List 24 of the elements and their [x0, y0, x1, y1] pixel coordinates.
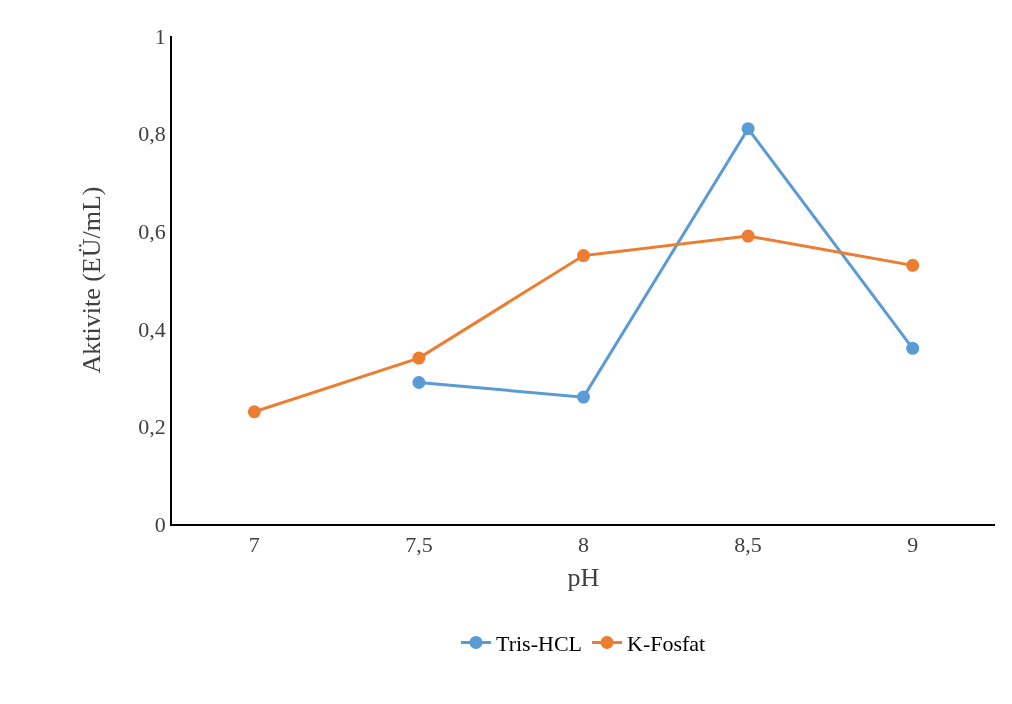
y-tick-label: 0,8 [138, 121, 166, 147]
point [906, 341, 920, 355]
point [741, 122, 755, 136]
y-tick-label: 0,2 [138, 414, 166, 440]
y-tick-label: 1 [154, 23, 166, 49]
x-tick-label: 9 [907, 532, 919, 558]
point [247, 405, 261, 419]
point [577, 390, 590, 404]
y-tick-label: 0,4 [138, 316, 166, 342]
point [906, 258, 920, 272]
y-tick-label: 0 [154, 511, 166, 537]
legend-label: K-Fosfat [627, 630, 706, 656]
x-tick-label: 7,5 [405, 532, 433, 558]
x-tick-label: 8 [578, 532, 589, 558]
point [412, 351, 426, 365]
y-axis-title: Aktivite (EÜ/mL) [77, 186, 107, 374]
x-axis-title: pH [567, 563, 600, 593]
y-tick-label: 0,6 [138, 218, 166, 244]
point [412, 375, 426, 389]
point [577, 249, 590, 263]
legend-label: Tris-HCL [496, 630, 582, 656]
x-tick-label: 7 [248, 532, 260, 558]
point [741, 229, 755, 243]
x-tick-label: 8,5 [734, 532, 762, 558]
